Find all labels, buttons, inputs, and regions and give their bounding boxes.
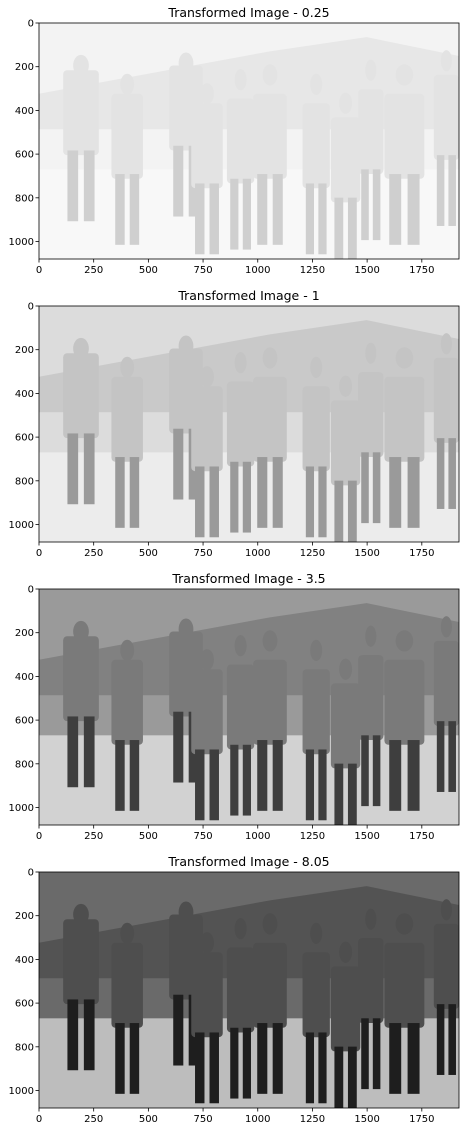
x-tick-label: 1500 <box>354 548 379 559</box>
x-tick-label: 1000 <box>245 548 270 559</box>
y-tick-label: 0 <box>28 302 34 313</box>
image-panel-2: Transformed Image - 1 0 250 500 750 1000 1250 1… <box>9 288 460 559</box>
x-tick-label: 0 <box>36 265 42 276</box>
x-tick-label: 750 <box>194 548 213 559</box>
y-tick-label: 200 <box>15 628 34 639</box>
x-tick-label: 1750 <box>409 1114 434 1125</box>
y-tick-label: 400 <box>15 389 34 400</box>
y-tick-label: 1000 <box>9 803 34 814</box>
x-tick-label: 0 <box>36 1114 42 1125</box>
y-tick-label: 1000 <box>9 237 34 248</box>
x-tick-label: 1500 <box>354 831 379 842</box>
photo-image <box>39 306 459 542</box>
x-tick-label: 1750 <box>409 548 434 559</box>
x-tick-label: 1750 <box>409 831 434 842</box>
y-tick-label: 1000 <box>9 1086 34 1097</box>
x-tick-label: 1000 <box>245 831 270 842</box>
panel-title: Transformed Image - 0.25 <box>167 5 329 20</box>
image-panel-1: Transformed Image - 0.25 0 250 500 750 1000 12… <box>9 5 460 276</box>
panel-title: Transformed Image - 1 <box>177 288 319 303</box>
x-tick-label: 500 <box>139 265 158 276</box>
y-tick-label: 0 <box>28 868 34 879</box>
axes-frame <box>38 871 460 1109</box>
x-tick-label: 0 <box>36 548 42 559</box>
x-tick-label: 250 <box>84 265 103 276</box>
y-tick-label: 800 <box>15 1042 34 1053</box>
y-tick-label: 200 <box>15 911 34 922</box>
axes-frame <box>38 22 460 260</box>
photo-image <box>39 872 459 1108</box>
y-tick-label: 800 <box>15 759 34 770</box>
x-tick-label: 1000 <box>245 1114 270 1125</box>
y-tick-label: 200 <box>15 62 34 73</box>
x-tick-label: 1750 <box>409 265 434 276</box>
y-tick-label: 600 <box>15 716 34 727</box>
y-tick-label: 400 <box>15 955 34 966</box>
x-tick-label: 1500 <box>354 265 379 276</box>
x-tick-label: 250 <box>84 548 103 559</box>
photo-image <box>39 589 459 825</box>
y-tick-label: 200 <box>15 345 34 356</box>
y-tick-label: 0 <box>28 585 34 596</box>
x-tick-label: 250 <box>84 1114 103 1125</box>
x-tick-label: 1250 <box>300 1114 325 1125</box>
y-tick-label: 600 <box>15 150 34 161</box>
x-tick-label: 250 <box>84 831 103 842</box>
y-tick-label: 400 <box>15 106 34 117</box>
x-tick-label: 0 <box>36 831 42 842</box>
x-tick-label: 1250 <box>300 548 325 559</box>
x-tick-label: 750 <box>194 831 213 842</box>
image-panel-4: Transformed Image - 8.05 0 250 500 750 1000 12… <box>9 854 460 1125</box>
y-tick-label: 600 <box>15 999 34 1010</box>
y-tick-label: 0 <box>28 19 34 30</box>
panel-title: Transformed Image - 8.05 <box>167 854 329 869</box>
axes-frame <box>38 588 460 826</box>
x-tick-label: 1500 <box>354 1114 379 1125</box>
y-tick-label: 1000 <box>9 520 34 531</box>
x-tick-label: 500 <box>139 1114 158 1125</box>
x-tick-label: 750 <box>194 1114 213 1125</box>
photo-image <box>39 23 459 259</box>
axes-frame <box>38 305 460 543</box>
y-tick-label: 800 <box>15 193 34 204</box>
y-tick-label: 400 <box>15 672 34 683</box>
image-panel-3: Transformed Image - 3.5 0 250 500 750 1000 125… <box>9 571 460 842</box>
x-tick-label: 1250 <box>300 265 325 276</box>
y-tick-label: 800 <box>15 476 34 487</box>
x-tick-label: 1000 <box>245 265 270 276</box>
x-tick-label: 500 <box>139 831 158 842</box>
x-tick-label: 1250 <box>300 831 325 842</box>
y-tick-label: 600 <box>15 433 34 444</box>
x-tick-label: 750 <box>194 265 213 276</box>
x-tick-label: 500 <box>139 548 158 559</box>
panel-title: Transformed Image - 3.5 <box>171 571 325 586</box>
